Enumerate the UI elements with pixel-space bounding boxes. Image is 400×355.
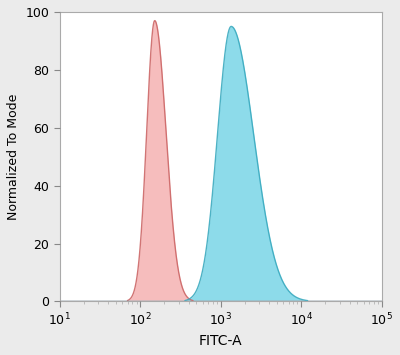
Y-axis label: Normalized To Mode: Normalized To Mode — [7, 93, 20, 220]
X-axis label: FITC-A: FITC-A — [199, 334, 242, 348]
